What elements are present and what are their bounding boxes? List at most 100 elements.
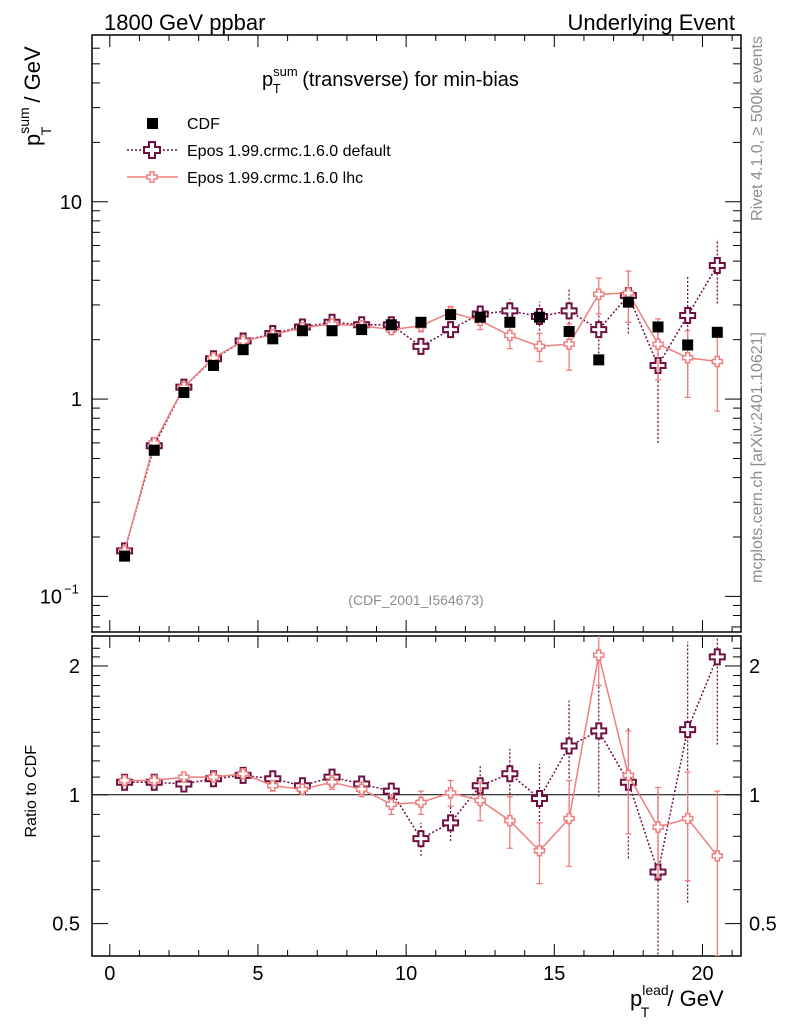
- default-series-ratio-point: [412, 830, 430, 848]
- cdf-point: [533, 311, 545, 323]
- y-tick-label: 10: [40, 586, 62, 608]
- ratio-tick-label-right: 1: [749, 785, 760, 807]
- main-frame: [91, 34, 742, 633]
- default-series-point: [679, 307, 697, 325]
- xlabel-main: p: [630, 986, 642, 1011]
- lhc-series-ratio-point: [563, 812, 575, 825]
- title-rest: (transverse) for min-bias: [297, 69, 519, 91]
- lhc-series-point: [652, 338, 664, 350]
- default-series-ratio-point: [530, 790, 548, 808]
- lhc-series-ratio-point: [148, 774, 160, 787]
- header-right: Underlying Event: [567, 10, 735, 35]
- cdf-point: [682, 339, 694, 351]
- analysis-label: (CDF_2001_I564673): [348, 592, 483, 608]
- lhc-series-ratio-point: [237, 767, 249, 780]
- lhc-series-point: [504, 329, 516, 342]
- default-series-point: [560, 302, 578, 320]
- lhc-series-ratio-point: [622, 769, 635, 782]
- lhc-series-ratio-point: [355, 783, 368, 796]
- rivet-label: Rivet 4.1.0, ≥ 500k events: [749, 36, 766, 221]
- ratio-tick-label-right: 0.5: [749, 914, 777, 936]
- default-series-point: [708, 257, 726, 275]
- legend-label-cdf: CDF: [187, 116, 220, 133]
- y-tick-label: 1: [71, 389, 82, 411]
- default-series-point: [442, 321, 460, 339]
- cdf-point: [415, 316, 427, 328]
- y-axis-label: psum T / GeV: [16, 46, 54, 146]
- cdf-point: [148, 444, 160, 456]
- lhc-series-ratio-point: [118, 774, 131, 787]
- ylabel-sub: T: [38, 126, 54, 135]
- ratio-tick-label-left: 1: [69, 785, 80, 807]
- ratio-tick-label-left: 0.5: [52, 914, 80, 936]
- legend: CDF Epos 1.99.crmc.1.6.0 default Epos 1.…: [127, 116, 391, 187]
- default-series-point: [412, 337, 430, 355]
- ratio-frame: [91, 635, 742, 957]
- lhc-series-ratio-point: [681, 812, 694, 825]
- lhc-series-ratio-point: [474, 794, 486, 807]
- cdf-point: [445, 309, 457, 321]
- lhc-series-ratio-point: [533, 844, 546, 857]
- header-left: 1800 GeV ppbar: [104, 10, 265, 35]
- cdf-point: [237, 344, 249, 356]
- lhc-series-ratio-point: [267, 779, 279, 792]
- title-sup: sum: [273, 64, 298, 79]
- cdf-point: [711, 326, 723, 338]
- x-tick-label: 20: [691, 963, 713, 985]
- lhc-series-ratio-point: [296, 783, 309, 796]
- lhc-series-ratio-point: [326, 776, 338, 788]
- default-series-ratio-point: [679, 721, 697, 739]
- lhc-series-point: [563, 338, 575, 350]
- cdf-point: [119, 550, 131, 562]
- lhc-series-point: [711, 355, 724, 368]
- ylabel-rest: / GeV: [20, 46, 45, 109]
- cdf-point: [178, 386, 190, 398]
- default-series-point: [590, 321, 608, 339]
- cdf-point: [504, 316, 516, 328]
- default-series-point: [501, 302, 519, 320]
- lhc-series-ratio-point: [385, 798, 398, 811]
- x-axis-label: plead T / GeV: [630, 982, 724, 1020]
- x-tick-label: 10: [395, 963, 417, 985]
- lhc-series-ratio-point: [178, 771, 190, 783]
- default-series-ratio-point: [560, 737, 578, 755]
- legend-marker-lhc: [146, 171, 158, 183]
- ratio-tick-label-left: 2: [69, 656, 80, 678]
- x-tick-label: 15: [543, 963, 565, 985]
- ylabel-main: p: [20, 134, 45, 146]
- x-tick-label: 0: [104, 963, 115, 985]
- default-series-ratio-point: [442, 814, 460, 832]
- cdf-point: [356, 324, 368, 336]
- xlabel-sub: T: [641, 1004, 650, 1020]
- legend-label-default: Epos 1.99.crmc.1.6.0 default: [187, 143, 391, 160]
- legend-marker-default: [143, 141, 161, 159]
- default-series-ratio-point: [501, 765, 519, 783]
- cdf-point: [208, 359, 220, 371]
- title-sub: T: [273, 81, 281, 96]
- cdf-point: [652, 321, 664, 333]
- xlabel-sup: lead: [642, 982, 668, 998]
- xlabel-rest: / GeV: [661, 986, 724, 1011]
- lhc-series-ratio-point: [207, 771, 220, 783]
- ratio-tick-label-right: 2: [749, 656, 760, 678]
- lhc-series-point: [681, 351, 694, 364]
- lhc-series-ratio-point: [593, 649, 605, 661]
- mcplots-label: mcplots.cern.ch [arXiv:2401.10621]: [749, 332, 766, 583]
- legend-marker-cdf: [147, 118, 158, 129]
- cdf-point: [474, 311, 486, 323]
- ylabel-sup: sum: [16, 107, 32, 133]
- cdf-point: [563, 326, 575, 338]
- lhc-series-ratio-point: [504, 814, 516, 827]
- plot-title: psum T (transverse) for min-bias: [262, 64, 519, 96]
- lhc-series-point: [533, 340, 546, 353]
- cdf-point: [267, 333, 279, 345]
- y-tick-label-exp: −1: [64, 581, 79, 596]
- cdf-point: [296, 325, 308, 337]
- cdf-point: [326, 325, 338, 337]
- lhc-series-ratio-point: [415, 796, 427, 809]
- lhc-series-ratio-point: [652, 821, 664, 833]
- lhc-series-ratio-point: [444, 787, 457, 799]
- legend-label-lhc: Epos 1.99.crmc.1.6.0 lhc: [187, 170, 363, 187]
- cdf-point: [385, 319, 397, 331]
